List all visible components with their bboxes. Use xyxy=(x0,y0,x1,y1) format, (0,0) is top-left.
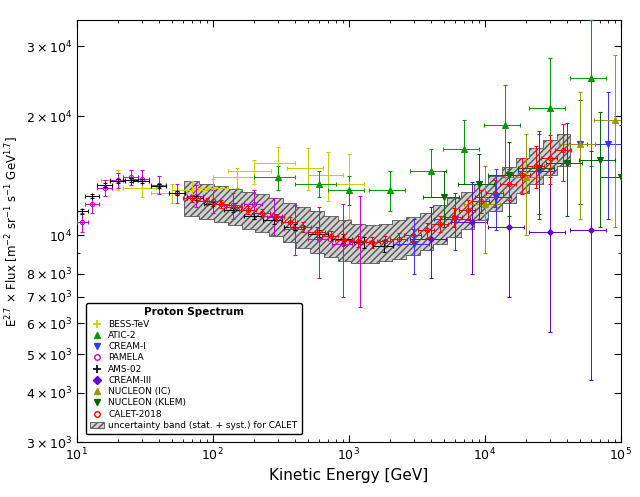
Y-axis label: E$^{2.7}$ $\times$ Flux [m$^{-2}$ sr$^{-1}$ s$^{-1}$ GeV$^{1.7}$]: E$^{2.7}$ $\times$ Flux [m$^{-2}$ sr$^{-… xyxy=(4,136,22,327)
Legend: BESS-TeV, ATIC-2, CREAM-I, PAMELA, AMS-02, CREAM-III, NUCLEON (IC), NUCLEON (KLE: BESS-TeV, ATIC-2, CREAM-I, PAMELA, AMS-0… xyxy=(86,303,302,434)
X-axis label: Kinetic Energy [GeV]: Kinetic Energy [GeV] xyxy=(269,468,428,483)
